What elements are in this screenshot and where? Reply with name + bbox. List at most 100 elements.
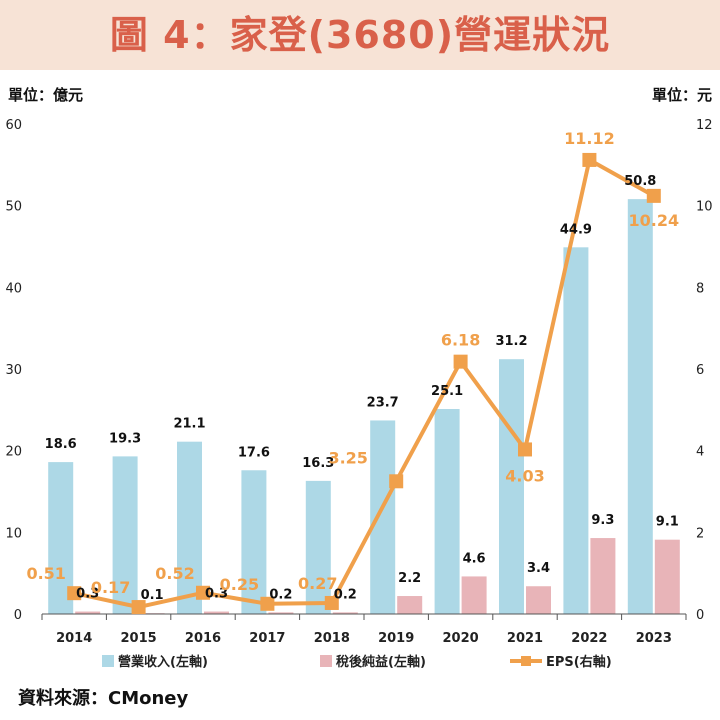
net-income-bar bbox=[75, 611, 101, 614]
x-axis-tick-label: 2018 bbox=[314, 631, 350, 646]
revenue-bar bbox=[112, 456, 138, 614]
x-axis-tick-label: 2015 bbox=[121, 631, 157, 646]
eps-point bbox=[131, 600, 146, 615]
revenue-data-label: 31.2 bbox=[495, 334, 527, 349]
net-income-data-label: 0.1 bbox=[141, 588, 164, 603]
revenue-data-label: 50.8 bbox=[624, 174, 656, 189]
x-axis-tick-label: 2022 bbox=[571, 631, 607, 646]
right-axis-tick-label: 4 bbox=[696, 445, 704, 460]
left-axis-tick-label: 50 bbox=[5, 200, 22, 215]
right-axis-unit: 單位：元 bbox=[651, 86, 712, 104]
eps-data-label: 11.12 bbox=[564, 129, 615, 148]
net-income-bar bbox=[204, 611, 229, 614]
x-axis-tick-label: 2014 bbox=[56, 631, 92, 646]
eps-point bbox=[646, 188, 661, 203]
x-axis-tick-label: 2017 bbox=[249, 631, 285, 646]
net-income-data-label: 0.2 bbox=[269, 587, 292, 602]
chart-area: 0 10 20 30 40 50 60 0 2 4 6 8 10 12 2014 2015 2016 2017… bbox=[5, 118, 713, 670]
net-income-bar bbox=[268, 612, 294, 614]
eps-point bbox=[196, 585, 210, 600]
title-band bbox=[0, 0, 720, 70]
eps-data-label: 3.25 bbox=[328, 448, 367, 467]
right-axis-tick-label: 8 bbox=[696, 281, 704, 296]
net-income-bar bbox=[332, 612, 358, 614]
eps-data-label: 0.17 bbox=[91, 578, 130, 597]
bars bbox=[48, 199, 680, 615]
revenue-data-label: 18.6 bbox=[45, 437, 77, 452]
revenue-data-label: 44.9 bbox=[560, 222, 592, 237]
x-axis-tick-label: 2020 bbox=[443, 631, 479, 646]
x-axis-tick-label: 2016 bbox=[185, 631, 221, 646]
eps-point bbox=[67, 586, 82, 601]
left-axis-ticks: 0 10 20 30 40 50 60 bbox=[5, 118, 22, 623]
net-income-data-label: 2.2 bbox=[398, 571, 421, 586]
eps-data-label: 0.52 bbox=[155, 564, 194, 583]
revenue-bar bbox=[499, 359, 524, 614]
eps-point bbox=[324, 595, 339, 610]
left-axis-tick-label: 10 bbox=[5, 526, 22, 541]
x-axis-ticks: 2014 2015 2016 2017 2018 2019 2020 2021 2022 2023 bbox=[41, 614, 687, 646]
right-axis-tick-label: 0 bbox=[696, 608, 704, 623]
net-income-data-label: 0.3 bbox=[205, 587, 228, 602]
x-axis-tick-label: 2019 bbox=[378, 631, 414, 646]
revenue-bar bbox=[370, 420, 396, 614]
net-income-bar bbox=[654, 539, 680, 614]
legend-eps-marker bbox=[521, 656, 531, 666]
x-axis-tick-label: 2023 bbox=[636, 631, 672, 646]
net-income-data-label: 4.6 bbox=[463, 551, 486, 566]
revenue-data-label: 17.6 bbox=[238, 445, 270, 460]
legend-net-income-label: 稅後純益(左軸) bbox=[336, 654, 426, 670]
revenue-data-label: 21.1 bbox=[173, 417, 205, 432]
net-income-bar bbox=[397, 596, 423, 614]
eps-point bbox=[260, 596, 275, 611]
net-income-bar bbox=[526, 586, 551, 614]
revenue-data-label: 23.7 bbox=[367, 395, 399, 410]
right-axis-ticks: 0 2 4 6 8 10 12 bbox=[696, 118, 713, 623]
left-axis-tick-label: 0 bbox=[14, 608, 22, 623]
revenue-bar bbox=[627, 199, 653, 614]
right-axis-tick-label: 12 bbox=[696, 118, 713, 133]
net-income-data-label: 3.4 bbox=[527, 561, 550, 576]
left-axis-unit: 單位：億元 bbox=[8, 86, 84, 104]
left-axis-tick-label: 20 bbox=[5, 445, 22, 460]
revenue-bar bbox=[563, 247, 589, 615]
eps-point bbox=[518, 442, 532, 457]
legend-revenue-swatch bbox=[102, 655, 114, 667]
data-labels: 18.6 0.3 19.3 0.1 21.1 0.3 17.6 0.2 16.3 0.2 23.7 2… bbox=[26, 129, 679, 603]
net-income-data-label: 9.1 bbox=[656, 515, 679, 530]
eps-data-label: 0.25 bbox=[220, 575, 259, 594]
x-axis-tick-label: 2021 bbox=[507, 631, 543, 646]
right-axis-tick-label: 6 bbox=[696, 363, 704, 378]
revenue-bar bbox=[177, 441, 202, 614]
chart-title: 圖 4：家登(3680)營運狀況 bbox=[109, 13, 611, 57]
revenue-data-label: 16.3 bbox=[302, 456, 334, 471]
left-axis-tick-label: 40 bbox=[5, 281, 22, 296]
right-axis-tick-label: 2 bbox=[696, 526, 704, 541]
right-axis-tick-label: 10 bbox=[696, 200, 713, 215]
net-income-data-label: 9.3 bbox=[591, 513, 614, 528]
net-income-bar bbox=[590, 538, 616, 614]
eps-data-label: 0.27 bbox=[298, 574, 337, 593]
left-axis-tick-label: 30 bbox=[5, 363, 22, 378]
legend-net-income-swatch bbox=[320, 655, 332, 667]
eps-data-label: 4.03 bbox=[505, 466, 544, 485]
eps-point bbox=[453, 354, 468, 369]
eps-data-label: 10.24 bbox=[628, 211, 679, 230]
revenue-bar bbox=[434, 409, 460, 614]
eps-data-label: 0.51 bbox=[26, 564, 65, 583]
eps-series-line bbox=[73, 157, 655, 610]
net-income-bar bbox=[461, 576, 487, 614]
legend-eps-label: EPS(右軸) bbox=[546, 654, 612, 670]
revenue-bar bbox=[305, 480, 331, 614]
net-income-data-label: 0.2 bbox=[334, 587, 357, 602]
eps-point bbox=[389, 474, 404, 489]
net-income-data-label: 0.3 bbox=[76, 587, 99, 602]
left-axis-tick-label: 60 bbox=[5, 118, 22, 133]
source-note: 資料來源：CMoney bbox=[18, 688, 189, 709]
legend-revenue-label: 營業收入(左軸) bbox=[118, 654, 208, 670]
eps-line bbox=[67, 152, 661, 615]
eps-data-label: 6.18 bbox=[441, 331, 480, 350]
revenue-data-label: 25.1 bbox=[431, 384, 463, 399]
revenue-bar bbox=[241, 470, 267, 614]
legend: 營業收入(左軸) 稅後純益(左軸) EPS(右軸) bbox=[102, 654, 612, 670]
